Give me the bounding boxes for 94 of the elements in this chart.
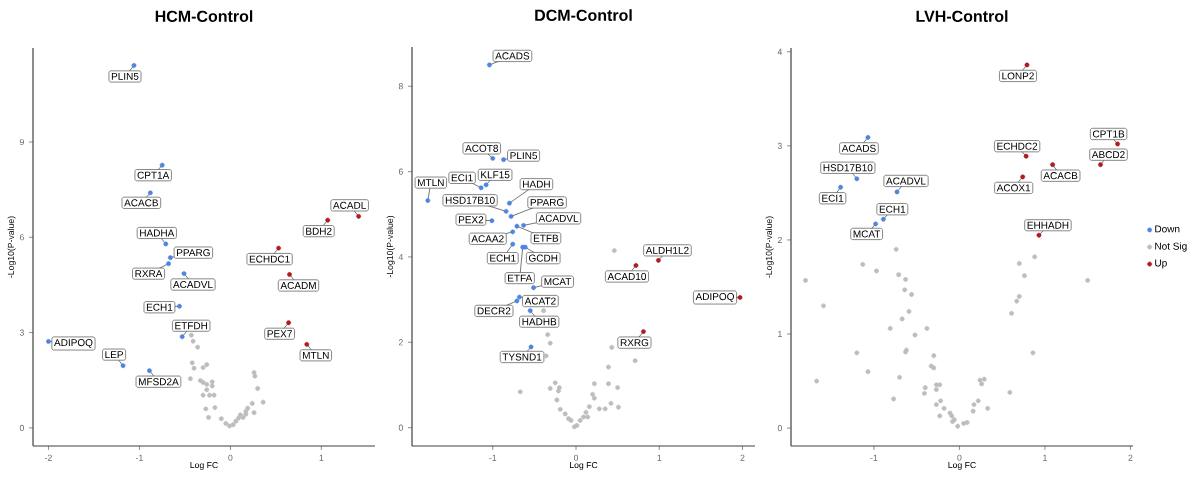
annotation: ACOX1 [996,184,1031,192]
x-tick-label: 0 [228,454,233,461]
x-tick-label: -1 [489,454,497,461]
annotation: ECH1 [879,205,906,213]
annotation: ECH1 [146,303,173,311]
annotation: PLIN5 [510,152,538,160]
y-tick-label: 3 [19,329,24,336]
annotation: ECI1 [822,194,844,202]
annotation: KLF15 [481,171,510,179]
y-axis-title: -Log10(P-value) [386,215,395,278]
annotation: CPT1B [1092,130,1125,138]
annotation: RXRG [620,339,649,347]
annotation: ECHDC1 [249,255,290,263]
annotation: ACAD10 [607,272,646,281]
x-tick-label: -1 [135,454,143,461]
x-axis-title: Log FC [948,461,976,470]
annotation: ACADVL [886,177,926,185]
annotation: PEX7 [267,330,292,338]
annotation: HSD17B10 [823,164,873,172]
chart-title: DCM-Control [535,9,632,21]
annotation: PPARG [177,249,210,257]
x-tick-label: 0 [957,454,962,461]
annotation: ADIPOQ [695,293,734,302]
annotation: HADHB [522,318,557,326]
x-tick-label: -1 [870,454,878,461]
y-tick-label: 4 [777,48,783,55]
annotation: RXRA [135,270,163,278]
annotation: PPARG [530,198,564,206]
annotation: ACADL [332,201,366,209]
x-tick-label: 2 [740,454,745,461]
annotation: MCAT [853,230,881,238]
legend-label: Not Sig [1155,242,1187,252]
y-tick-label: 6 [19,234,24,241]
chart-title: LVH-Control [916,10,1008,22]
annotation: ETFA [508,274,533,282]
annotation: ACADS [841,144,876,152]
y-tick-label: 4 [398,253,404,260]
x-tick-label: 1 [657,454,662,461]
y-axis-title: -Log10(P-value) [765,216,774,278]
legend-label: Up [1155,259,1167,269]
x-tick-label: 1 [1043,454,1047,461]
annotation: ACOT8 [465,144,498,152]
x-tick-label: -2 [45,454,52,461]
y-tick-label: 0 [777,425,782,432]
annotation: MFSD2A [138,378,179,386]
annotation: ADIPOQ [54,339,93,348]
annotation: ECI1 [451,174,473,182]
annotation: ALDH1L2 [645,246,689,254]
y-tick-label: 2 [777,236,782,243]
annotation: ACADVL [538,214,579,222]
annotation: ETFB [533,234,559,242]
annotation: ACACB [124,199,159,207]
annotation: GCDH [529,254,558,262]
annotation: MTLN [418,179,444,187]
x-tick-label: 2 [1128,454,1133,461]
annotation: ACADS [495,52,530,60]
y-tick-label: 3 [777,142,782,149]
annotation: LONP2 [1002,72,1034,80]
y-tick-label: 8 [398,83,403,90]
x-tick-label: 0 [573,454,579,461]
x-axis-title: Log FC [190,461,218,470]
annotation: HADHA [140,229,175,237]
legend-label: Down [1155,225,1180,233]
annotation: ACACB [1043,172,1078,180]
annotation: ACAA2 [471,235,504,243]
annotation: CPT1A [137,171,170,179]
y-tick-label: 2 [398,339,403,346]
annotation: ACADVL [173,280,213,289]
annotation: HSD17B10 [445,196,495,204]
annotation: PEX2 [458,216,484,224]
annotation: ECH1 [490,254,516,262]
chart-title: HCM-Control [155,10,253,22]
annotation: MTLN [303,351,329,359]
y-tick-label: 6 [398,168,403,175]
annotation: DECR2 [477,307,511,315]
x-axis-title: Log FC [570,461,598,470]
annotation: TYSND1 [502,353,542,361]
annotation: PLIN5 [111,72,139,80]
y-tick-label: 1 [778,331,782,337]
annotation: ACADM [280,281,316,290]
y-axis-title: -Log10(P-value) [7,216,16,278]
y-tick-label: 9 [19,138,24,146]
annotation: LEP [105,351,123,359]
x-tick-label: 1 [319,454,324,461]
y-tick-label: 0 [19,424,24,431]
annotation: ACAT2 [524,297,556,305]
annotation: ETFDH [175,322,208,330]
annotation: ECHDC2 [997,142,1038,150]
y-tick-label: 0 [398,424,403,431]
annotation: BDH2 [306,227,332,235]
annotation: HADH [523,180,550,188]
annotation: MCAT [544,278,572,286]
annotation: ABCD2 [1091,151,1125,159]
annotation: EHHADH [1027,221,1069,229]
